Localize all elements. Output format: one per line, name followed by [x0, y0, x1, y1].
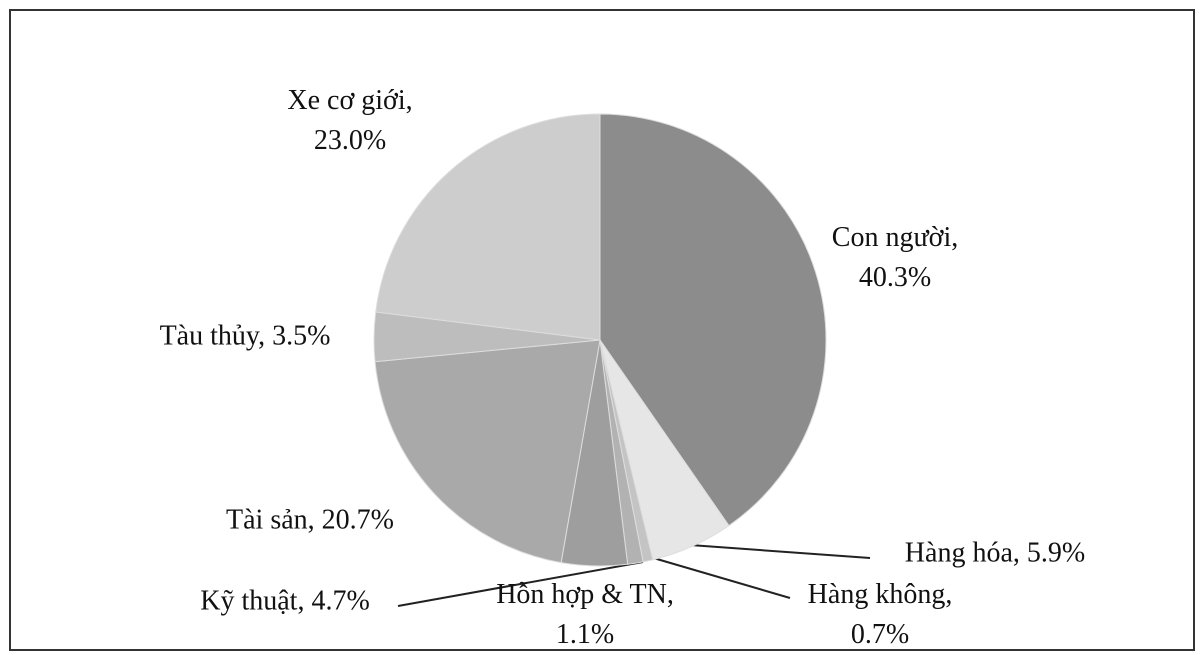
label-line: 0.7%	[851, 619, 909, 650]
data-label: Tàu thủy, 3.5%	[160, 320, 331, 351]
leader-line	[689, 544, 871, 559]
data-label: Xe cơ giới, 23.0%	[287, 85, 412, 156]
data-label: Hàng hóa, 5.9%	[905, 537, 1085, 568]
label-line: Con người,	[832, 222, 958, 253]
label-line: Hàng không,	[808, 579, 953, 610]
pie-slice	[375, 113, 601, 341]
label-line: 23.0%	[314, 125, 386, 156]
data-label: Tài sản, 20.7%	[226, 504, 394, 535]
pie-slice	[599, 113, 827, 527]
leader-line	[397, 561, 644, 607]
pie-slice	[374, 339, 601, 564]
label-line: 40.3%	[859, 262, 931, 293]
label-line: 1.1%	[556, 619, 614, 650]
label-line: Hỗn hợp & TN,	[496, 579, 674, 610]
label-line: Xe cơ giới,	[287, 85, 412, 116]
leader-line	[649, 556, 791, 599]
data-label: Kỹ thuật, 4.7%	[200, 585, 370, 616]
data-label: Hỗn hợp & TN, 1.1%	[496, 579, 674, 650]
data-label: Hàng không, 0.7%	[808, 579, 953, 650]
data-label: Con người, 40.3%	[832, 222, 958, 293]
